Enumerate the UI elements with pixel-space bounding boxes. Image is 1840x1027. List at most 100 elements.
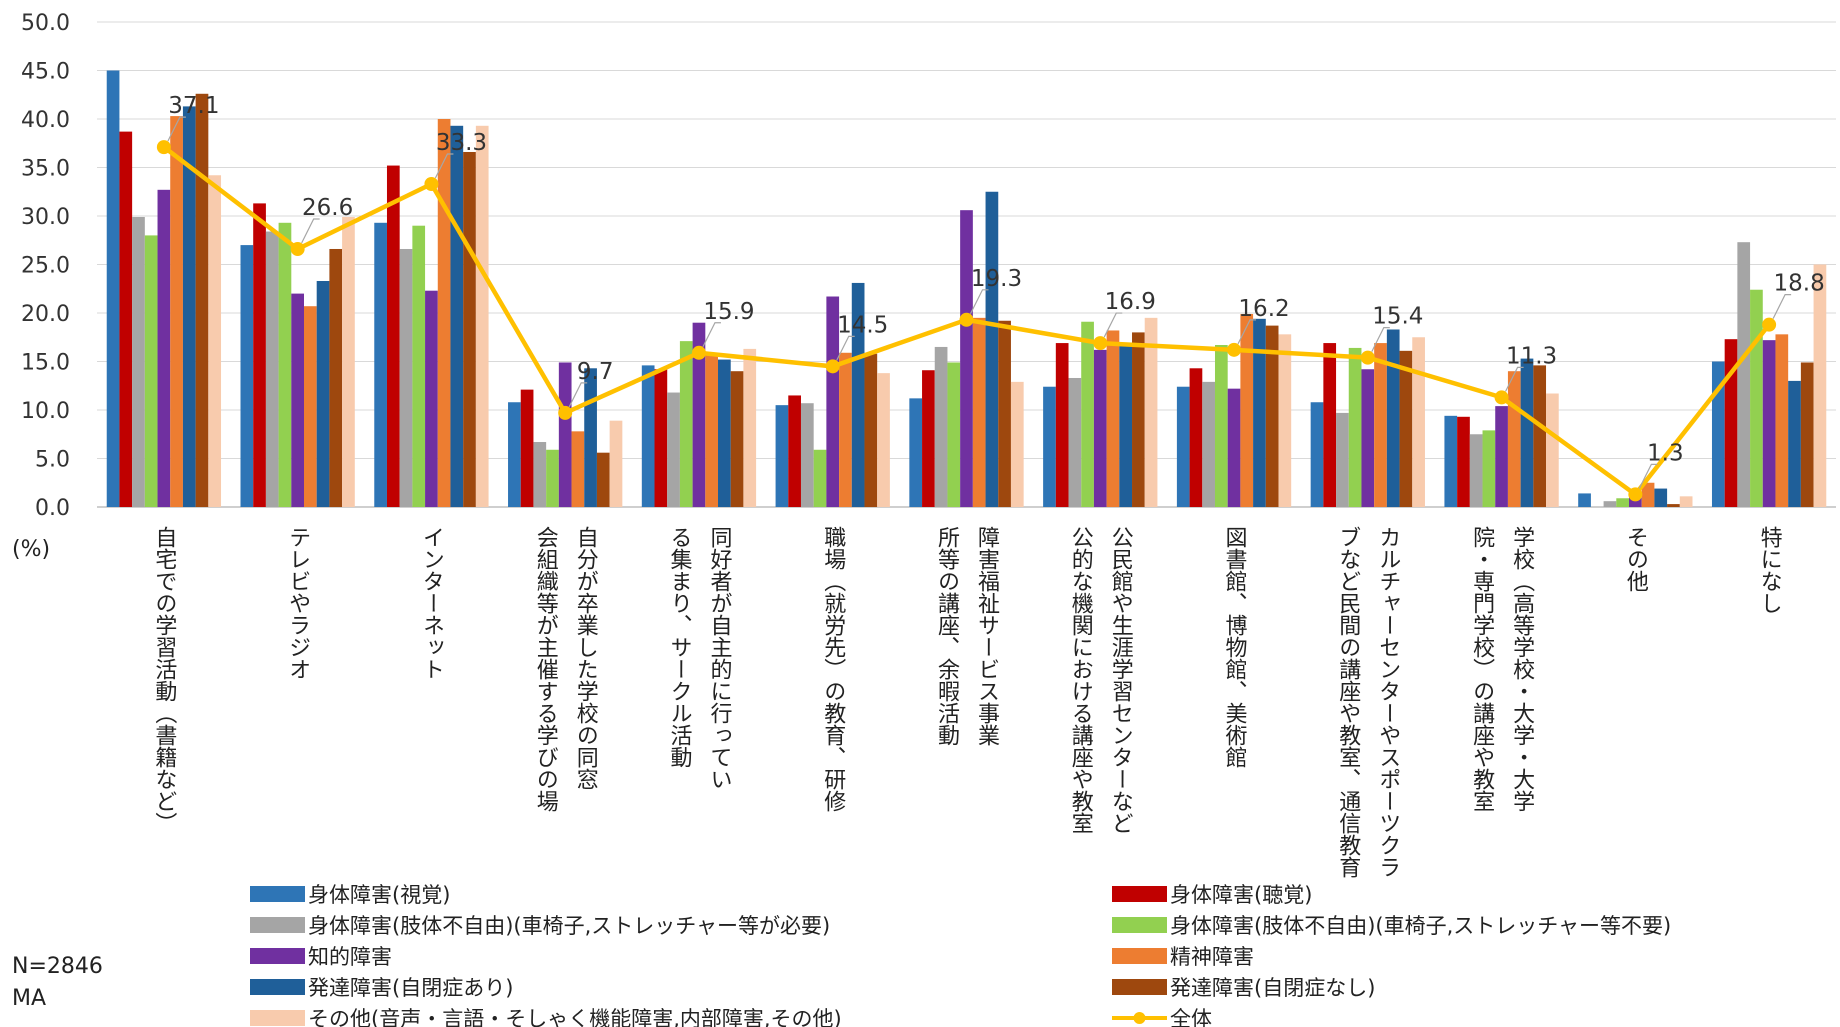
bar <box>998 320 1011 507</box>
x-category-label: 公民館や生涯学習センターなど <box>1108 526 1134 834</box>
y-tick-label: 5.0 <box>35 448 70 473</box>
bar <box>1132 332 1145 507</box>
bar <box>985 191 999 507</box>
bar <box>1629 497 1642 507</box>
leader-line <box>836 335 855 361</box>
bar <box>1520 358 1534 507</box>
leader-line <box>301 218 320 244</box>
leader-line <box>969 289 989 315</box>
bar <box>195 93 209 507</box>
bar <box>826 296 840 507</box>
legend-swatch <box>1112 948 1167 964</box>
bar <box>1412 337 1425 507</box>
bar <box>641 365 655 507</box>
bar <box>399 248 413 508</box>
leader-line <box>1772 294 1792 319</box>
line-data-label: 9.7 <box>577 359 614 385</box>
bar <box>909 398 923 507</box>
legend-line-marker <box>1133 1012 1146 1024</box>
bar <box>1724 339 1738 507</box>
line-data-label: 26.6 <box>302 195 353 221</box>
sample-size-note: N=2846 <box>12 954 103 979</box>
leader-line <box>702 322 721 348</box>
leader-line <box>167 116 186 142</box>
leader-line <box>1638 463 1658 489</box>
line-data-label: 15.4 <box>1372 304 1423 330</box>
x-category-label: カルチャーセンターやスポーツクラ <box>1375 526 1400 878</box>
line-data-label: 14.5 <box>837 312 888 338</box>
line-data-label: 18.8 <box>1774 271 1825 297</box>
bar <box>463 151 476 508</box>
bar <box>508 402 521 507</box>
bar <box>253 203 266 507</box>
bar <box>1457 416 1470 507</box>
bar <box>475 125 489 507</box>
multiple-answer-note: MA <box>12 986 47 1011</box>
x-category-label: テレビやラジオ <box>285 526 310 680</box>
y-tick-label: 35.0 <box>21 157 70 182</box>
line-data-label: 16.2 <box>1238 296 1289 322</box>
line-data-label: 1.3 <box>1647 440 1684 466</box>
bar <box>1469 434 1483 507</box>
bar <box>1800 362 1814 507</box>
x-category-label: 院・専門学校）の講座や教室 <box>1469 526 1495 812</box>
bar <box>1253 318 1266 507</box>
legend-label: 発達障害(自閉症なし) <box>1170 976 1375 1000</box>
bar <box>654 369 668 507</box>
line-point <box>825 359 840 374</box>
y-unit-label: (%) <box>12 537 50 562</box>
y-tick-label: 15.0 <box>21 351 70 376</box>
bar <box>1813 264 1827 507</box>
bar <box>922 370 935 507</box>
bar <box>1214 345 1228 507</box>
legend-label: 発達障害(自閉症あり) <box>308 976 513 1000</box>
leader-line <box>1103 312 1123 338</box>
x-category-label: その他 <box>1623 526 1649 592</box>
bar <box>1788 380 1801 507</box>
line-data-label: 16.9 <box>1105 289 1156 315</box>
bar <box>1546 393 1559 507</box>
x-category-label: 自分が卒業した学校の同窓 <box>573 526 599 790</box>
x-category-label: 特になし <box>1757 526 1783 614</box>
bar <box>1711 361 1725 507</box>
legend-swatch <box>1112 979 1167 995</box>
leader-line <box>1371 327 1390 352</box>
legend-swatch <box>250 917 305 933</box>
bar <box>1202 381 1215 507</box>
bar <box>208 175 222 507</box>
bar <box>743 348 757 507</box>
bar <box>1361 369 1375 507</box>
bar <box>1737 242 1751 507</box>
x-category-label: 学校（高等学校・大学・大学 <box>1509 526 1535 812</box>
bar <box>667 392 680 507</box>
bar <box>291 293 304 507</box>
bar <box>240 245 254 507</box>
bar <box>1106 330 1120 507</box>
x-category-label: 自宅での学習活動（書籍など） <box>151 526 177 834</box>
leader-line <box>1505 366 1524 392</box>
line-point <box>959 312 974 327</box>
bar <box>1265 325 1279 507</box>
line-point <box>1494 390 1509 405</box>
bar <box>960 210 973 507</box>
bar <box>1336 412 1349 507</box>
legend-label: 精神障害 <box>1170 945 1254 969</box>
bar <box>374 222 387 508</box>
x-category-label: 同好者が自主的に行ってい <box>706 526 732 790</box>
bar <box>1616 498 1629 507</box>
bar <box>170 116 183 507</box>
line-data-label: 15.9 <box>703 299 754 325</box>
bar <box>679 341 693 507</box>
x-category-label: 会組織等が主催する学びの場 <box>533 526 559 812</box>
bar <box>851 282 865 507</box>
bar <box>520 389 534 507</box>
legend-label: 身体障害(聴覚) <box>1170 883 1312 907</box>
bar <box>775 405 789 507</box>
bar <box>265 231 279 507</box>
bar <box>839 352 852 507</box>
bar <box>692 322 706 507</box>
bar <box>1374 343 1387 507</box>
bar <box>1667 504 1680 507</box>
leader-line <box>434 153 454 179</box>
legend-swatch <box>1112 917 1167 933</box>
